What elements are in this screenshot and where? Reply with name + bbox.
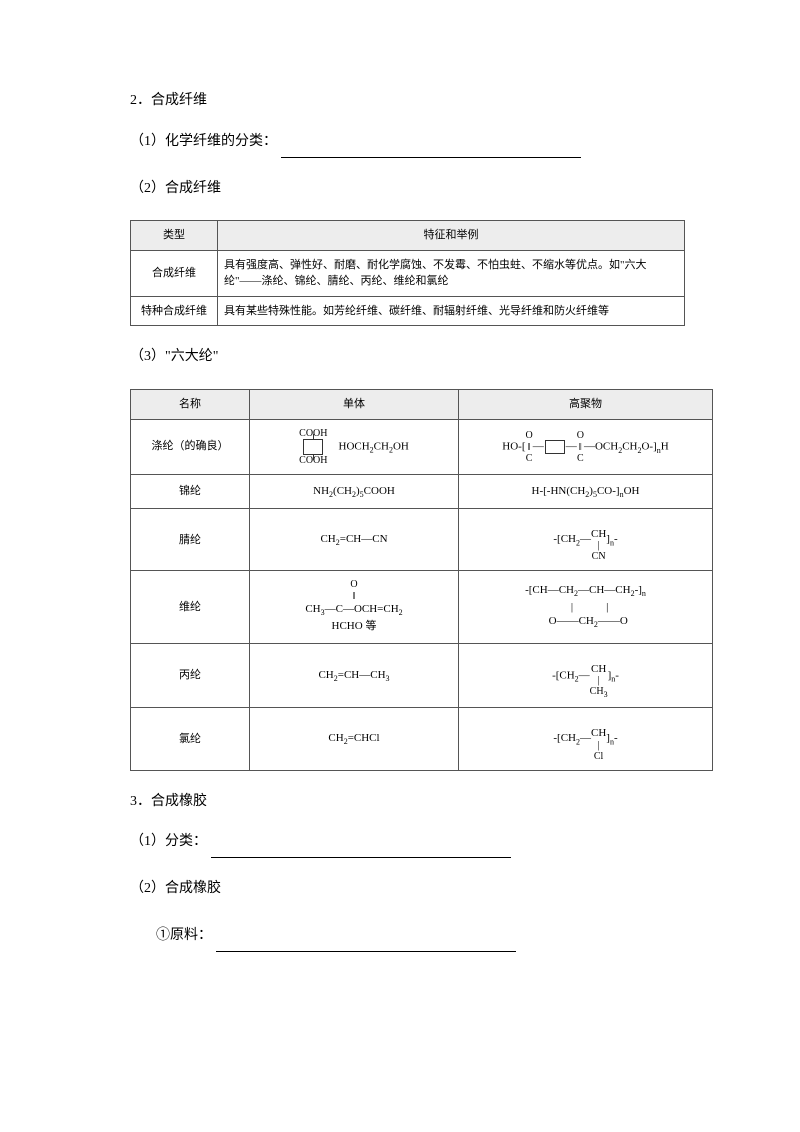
t2-name-5: 丙纶 [131, 643, 250, 708]
t2-h2: 单体 [250, 390, 459, 420]
t2-poly-1: HO-[O‖C——O‖C—OCH2CH2O-]nH [459, 419, 713, 474]
blank-line-3[interactable] [216, 937, 516, 952]
table-row: 类型 特征和举例 [131, 221, 685, 251]
t2-h3: 高聚物 [459, 390, 713, 420]
page-content: 2．合成纤维 （1）化学纤维的分类： （2）合成纤维 类型 特征和举例 合成纤维… [0, 0, 800, 1028]
t2-mono-3: CH2=CH—CN [250, 509, 459, 571]
t2-mono-6: CH2=CHCl [250, 708, 459, 770]
t2-name-1: 涤纶（的确良） [131, 419, 250, 474]
item-3-1: （1）分类： [130, 827, 680, 858]
item-3-2-1-label: ①原料： [156, 928, 212, 943]
t2-poly-3: -[CH2— CH|CN]n- [459, 509, 713, 571]
t1-r2-desc: 具有某些特殊性能。如芳纶纤维、碳纤维、耐辐射纤维、光导纤维和防火纤维等 [218, 296, 685, 326]
table-row: 氯纶 CH2=CHCl -[CH2— CH|Cl]n- [131, 708, 713, 770]
t2-mono-4: O‖ CH3—C—OCH=CH2 HCHO 等 [250, 571, 459, 643]
blank-line-2[interactable] [211, 843, 511, 858]
table-row: 丙纶 CH2=CH—CH3 -[CH2— CH|CH3]n- [131, 643, 713, 708]
t2-mono-5: CH2=CH—CH3 [250, 643, 459, 708]
table-row: 涤纶（的确良） COOHCOOH HOCH2CH2OH HO-[O‖C——O‖C… [131, 419, 713, 474]
table-row: 合成纤维 具有强度高、弹性好、耐磨、耐化学腐蚀、不发霉、不怕虫蛀、不缩水等优点。… [131, 250, 685, 296]
section-3-title: 3．合成橡胶 [130, 787, 680, 818]
t2-mono-1: COOHCOOH HOCH2CH2OH [250, 419, 459, 474]
section-2-title: 2．合成纤维 [130, 86, 680, 117]
item-2-1: （1）化学纤维的分类： [130, 127, 680, 158]
table-row: 腈纶 CH2=CH—CN -[CH2— CH|CN]n- [131, 509, 713, 571]
table-row: 维纶 O‖ CH3—C—OCH=CH2 HCHO 等 -[CH—CH2—CH—C… [131, 571, 713, 643]
item-2-2-label: （2）合成纤维 [130, 174, 680, 205]
item-2-1-label: （1）化学纤维的分类： [130, 134, 277, 149]
t2-poly-6: -[CH2— CH|Cl]n- [459, 708, 713, 770]
t1-r1-type: 合成纤维 [131, 250, 218, 296]
t2-mono-2: NH2(CH2)5COOH [250, 474, 459, 509]
item-3-2-label: （2）合成橡胶 [130, 874, 680, 905]
item-3-2-1: ①原料： [156, 921, 680, 952]
table-row: 名称 单体 高聚物 [131, 390, 713, 420]
table-row: 锦纶 NH2(CH2)5COOH H-[-HN(CH2)5CO-]nOH [131, 474, 713, 509]
item-2-3-label: （3）"六大纶" [130, 342, 680, 373]
table-six-fibers: 名称 单体 高聚物 涤纶（的确良） COOHCOOH HOCH2CH2OH HO… [130, 389, 713, 770]
table-row: 特种合成纤维 具有某些特殊性能。如芳纶纤维、碳纤维、耐辐射纤维、光导纤维和防火纤… [131, 296, 685, 326]
t2-name-3: 腈纶 [131, 509, 250, 571]
t2-poly-5: -[CH2— CH|CH3]n- [459, 643, 713, 708]
t1-h2: 特征和举例 [218, 221, 685, 251]
t2-poly-4: -[CH—CH2—CH—CH2-]n | | O——CH2——O [459, 571, 713, 643]
t1-h1: 类型 [131, 221, 218, 251]
t1-r2-type: 特种合成纤维 [131, 296, 218, 326]
t2-h1: 名称 [131, 390, 250, 420]
t1-r1-desc: 具有强度高、弹性好、耐磨、耐化学腐蚀、不发霉、不怕虫蛀、不缩水等优点。如"六大纶… [218, 250, 685, 296]
t2-name-2: 锦纶 [131, 474, 250, 509]
blank-line-1[interactable] [281, 143, 581, 158]
t2-name-4: 维纶 [131, 571, 250, 643]
table-synthetic-fiber: 类型 特征和举例 合成纤维 具有强度高、弹性好、耐磨、耐化学腐蚀、不发霉、不怕虫… [130, 220, 685, 326]
t2-name-6: 氯纶 [131, 708, 250, 770]
t2-poly-2: H-[-HN(CH2)5CO-]nOH [459, 474, 713, 509]
item-3-1-label: （1）分类： [130, 834, 207, 849]
